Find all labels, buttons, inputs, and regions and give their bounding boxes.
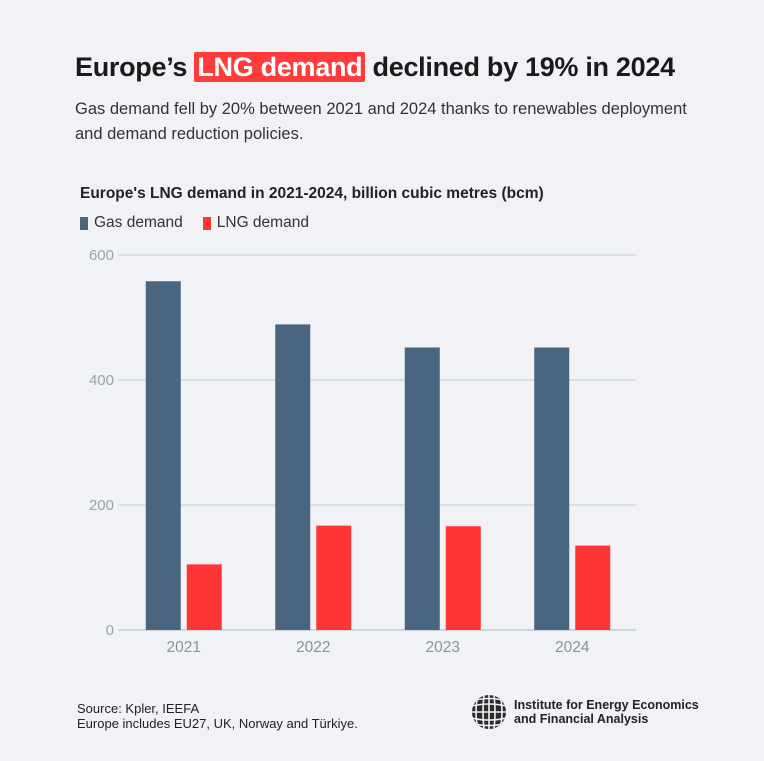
logo-text: Institute for Energy Economics and Finan… xyxy=(514,698,699,726)
legend-item-lng: LNG demand xyxy=(202,214,309,232)
legend-label-lng: LNG demand xyxy=(216,214,309,231)
bar-gas-2022 xyxy=(275,324,311,630)
x-tick-label: 2024 xyxy=(555,639,590,656)
legend-label-gas: Gas demand xyxy=(94,214,183,231)
source-note: Source: Kpler, IEEFA xyxy=(77,701,200,716)
bar-lng-2022 xyxy=(316,525,352,630)
y-tick-label: 400 xyxy=(89,372,114,389)
x-tick-label: 2023 xyxy=(426,639,460,656)
legend-item-gas: Gas demand xyxy=(80,214,183,232)
chart-legend: Gas demand LNG demand xyxy=(80,214,309,232)
y-tick-label: 600 xyxy=(89,247,114,264)
bar-gas-2024 xyxy=(534,347,570,630)
bar-gas-2023 xyxy=(404,347,440,630)
footer: Source: Kpler, IEEFA Europe includes EU2… xyxy=(77,701,358,731)
bar-gas-2021 xyxy=(145,281,181,630)
region-note: Europe includes EU27, UK, Norway and Tür… xyxy=(77,716,358,731)
y-tick-label: 200 xyxy=(89,497,114,514)
y-tick-label: 0 xyxy=(106,622,114,639)
x-tick-label: 2022 xyxy=(296,639,330,656)
headline-after: declined by 19% in 2024 xyxy=(365,52,676,82)
x-tick-label: 2021 xyxy=(167,639,201,656)
logo-line-1: Institute for Energy Economics xyxy=(514,698,699,712)
headline: Europe’s LNG demand declined by 19% in 2… xyxy=(75,52,675,83)
legend-swatch-lng xyxy=(202,216,211,230)
globe-icon xyxy=(472,695,506,729)
subtitle: Gas demand fell by 20% between 2021 and … xyxy=(75,100,687,143)
headline-highlight: LNG demand xyxy=(194,52,366,82)
chart-title: Europe's LNG demand in 2021-2024, billio… xyxy=(80,185,544,202)
ieefa-logo: Institute for Energy Economics and Finan… xyxy=(470,693,699,731)
logo-line-2: and Financial Analysis xyxy=(514,712,649,726)
bar-lng-2024 xyxy=(575,545,611,630)
bar-lng-2021 xyxy=(186,564,222,630)
headline-before: Europe’s xyxy=(75,52,195,82)
bar-lng-2023 xyxy=(445,526,481,630)
legend-swatch-gas xyxy=(80,216,88,230)
